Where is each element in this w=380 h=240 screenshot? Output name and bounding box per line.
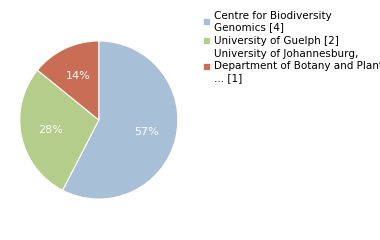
Wedge shape <box>20 70 99 190</box>
Text: 28%: 28% <box>38 125 63 135</box>
Wedge shape <box>63 41 178 199</box>
Text: 14%: 14% <box>65 71 90 81</box>
Text: 57%: 57% <box>134 126 159 137</box>
Legend: Centre for Biodiversity
Genomics [4], University of Guelph [2], University of Jo: Centre for Biodiversity Genomics [4], Un… <box>203 11 380 83</box>
Wedge shape <box>38 41 99 120</box>
